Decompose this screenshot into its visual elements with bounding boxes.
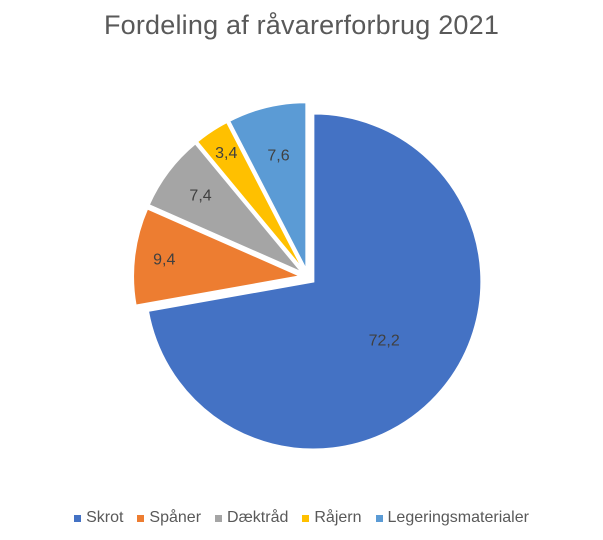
pie-slice-legeringsmaterialer [227, 101, 308, 271]
data-label-dæktråd: 7,4 [189, 187, 211, 204]
legend-label: Skrot [86, 509, 124, 526]
legend-label: Spåner [149, 509, 202, 526]
data-label-råjern: 3,4 [215, 145, 237, 162]
pie-chart: 72,2 9,4 7,4 3,4 7,6 [132, 101, 483, 451]
legend-item-dæktråd: Dæktråd [215, 509, 288, 527]
data-label-legeringsmaterialer: 7,6 [267, 147, 289, 164]
legend-item-legeringsmaterialer: Legeringsmaterialer [375, 509, 529, 527]
pie-slice-råjern [195, 120, 306, 272]
legend-swatch [137, 514, 145, 522]
legend-item-skrot: Skrot [74, 509, 123, 527]
legend-swatch [302, 514, 310, 522]
chart-title: Fordeling af råvarerforbrug 2021 [103, 10, 500, 40]
data-label-spåner: 9,4 [153, 251, 175, 268]
legend-label: Legeringsmaterialer [387, 509, 529, 526]
legend-swatch [215, 514, 223, 522]
pie-slice-skrot [146, 112, 483, 451]
chart-legend: Skrot Spåner Dæktråd Råjern Legeringsmateria… [0, 509, 603, 527]
legend-label: Råjern [314, 509, 362, 526]
data-label-skrot: 72,2 [369, 332, 400, 349]
legend-item-spåner: Spåner [137, 509, 201, 527]
legend-item-råjern: Råjern [302, 509, 362, 527]
legend-swatch [74, 514, 82, 522]
pie-slice-dæktråd [147, 141, 304, 274]
pie-slice-spåner [132, 207, 305, 307]
legend-label: Dæktråd [227, 509, 289, 526]
legend-swatch [375, 514, 383, 522]
